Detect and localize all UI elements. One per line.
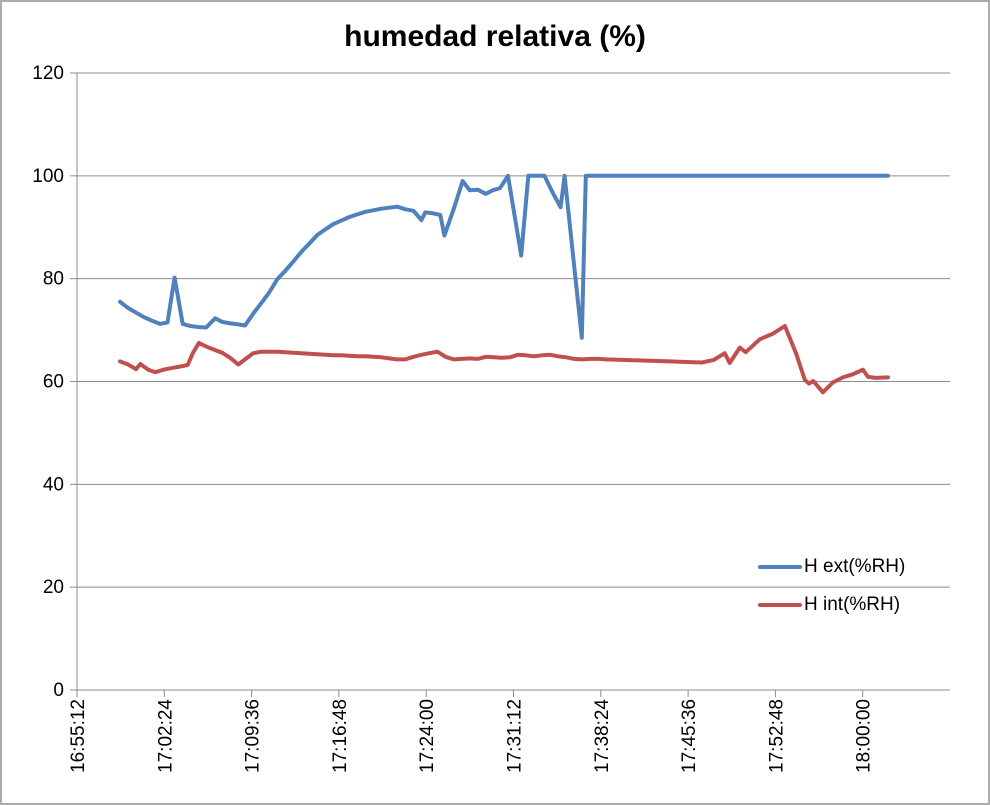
x-tick-label: 17:38:24 (592, 699, 613, 773)
x-tick-label: 17:31:12 (505, 699, 526, 773)
x-tick-label: 17:45:36 (679, 699, 700, 773)
x-tick-label: 17:24:00 (417, 699, 438, 773)
legend-item-h-int[interactable]: H int(%RH) (758, 593, 900, 617)
legend-line-swatch-h-ext (758, 565, 802, 569)
y-tick-label: 20 (43, 577, 64, 598)
legend-item-h-ext[interactable]: H ext(%RH) (758, 555, 905, 579)
y-tick-label: 40 (43, 474, 64, 495)
legend-line-swatch-h-int (758, 603, 802, 607)
chart-title: humedad relativa (%) (344, 20, 646, 53)
x-tick-label: 16:55:12 (68, 699, 89, 773)
y-tick-label: 100 (32, 166, 64, 187)
x-tick-label: 18:00:00 (854, 699, 875, 773)
legend-label-h-int: H int(%RH) (804, 594, 901, 615)
y-tick-label: 80 (43, 269, 64, 290)
x-tick-label: 17:09:36 (243, 699, 264, 773)
y-tick-label: 0 (53, 680, 64, 701)
x-tick-label: 17:02:24 (155, 699, 176, 773)
legend-label-h-ext: H ext(%RH) (804, 556, 906, 577)
series-line-h-ext[interactable] (118, 173, 890, 340)
series-line-h-int[interactable] (118, 324, 890, 395)
y-tick-label: 120 (32, 63, 64, 84)
x-tick-label: 17:52:48 (766, 699, 787, 773)
x-tick-label: 17:16:48 (330, 699, 351, 773)
y-tick-label: 60 (43, 372, 64, 393)
